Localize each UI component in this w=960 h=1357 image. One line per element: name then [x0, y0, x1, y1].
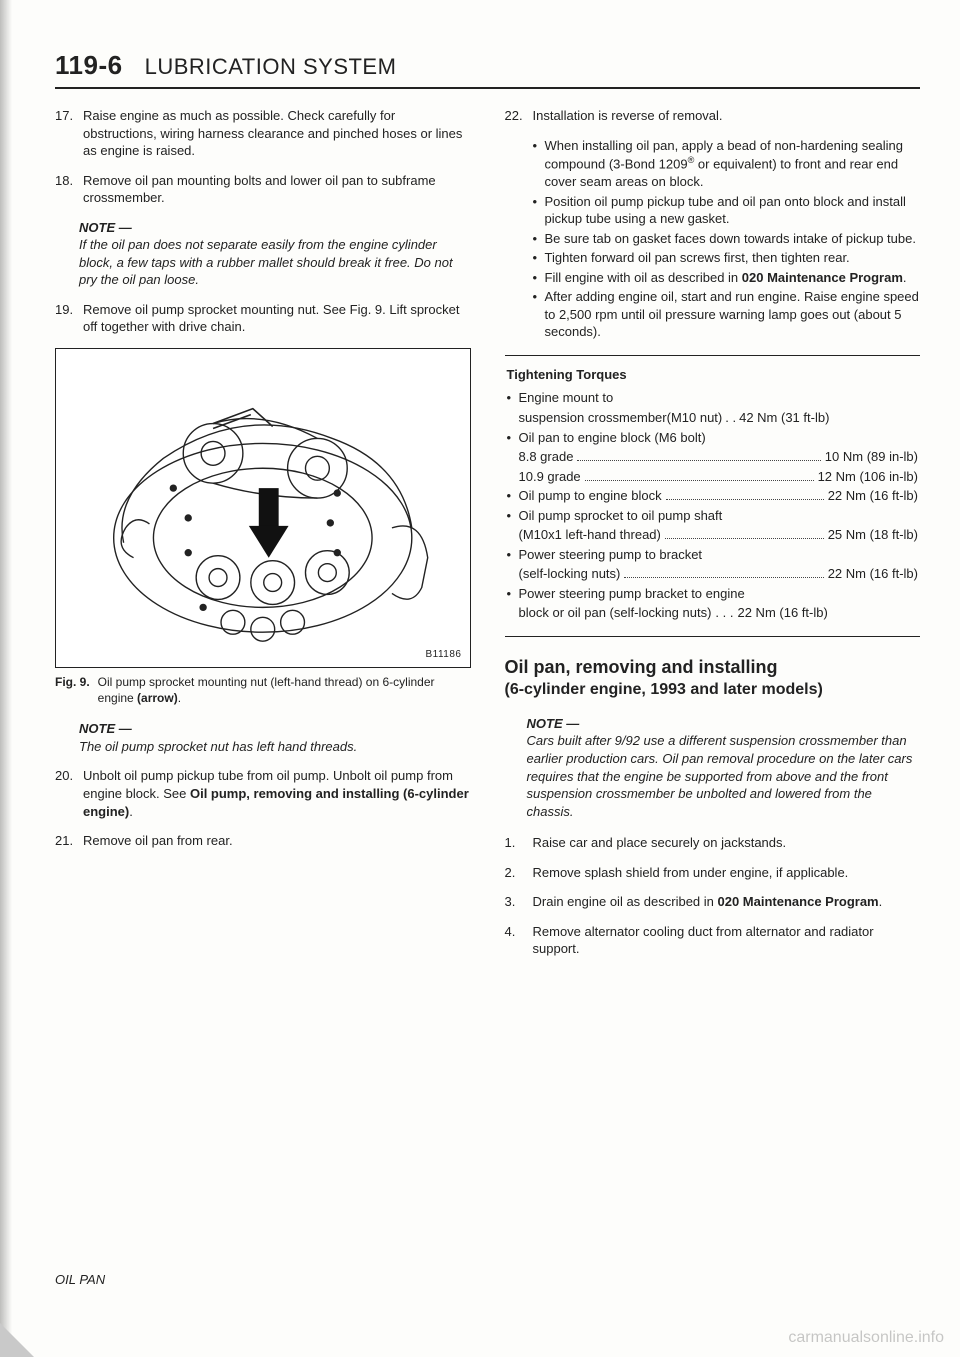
torque-value: 22 Nm (16 ft-lb) — [737, 604, 827, 622]
torque-sublabel: 8.8 grade — [519, 448, 574, 466]
step-17: 17. Raise engine as much as possible. Ch… — [55, 107, 471, 160]
step-number: 3. — [505, 893, 527, 911]
page-header: 119-6 LUBRICATION SYSTEM — [55, 50, 920, 89]
step-text: Remove oil pan mounting bolts and lower … — [83, 172, 471, 207]
step-2: 2. Remove splash shield from under engin… — [505, 864, 921, 882]
torque-subrow: block or oil pan (self-locking nuts) . .… — [507, 604, 919, 622]
torque-value: 42 Nm (31 ft-lb) — [739, 409, 829, 427]
torques-list: Engine mount to suspension crossmember(M… — [507, 389, 919, 622]
torque-sublabel: 10.9 grade — [519, 468, 581, 486]
step-22-bullets: When installing oil pan, apply a bead of… — [533, 137, 921, 341]
torque-value: 22 Nm (16 ft-lb) — [828, 487, 918, 505]
torque-sublabel: (M10x1 left-hand thread) — [519, 526, 661, 544]
step-1: 1. Raise car and place securely on jacks… — [505, 834, 921, 852]
note-body: The oil pump sprocket nut has left hand … — [79, 738, 471, 756]
step-text: Drain engine oil as described in 020 Mai… — [533, 893, 883, 911]
tightening-torques-block: Tightening Torques Engine mount to suspe… — [505, 355, 921, 637]
torque-value: 25 Nm (18 ft-lb) — [828, 526, 918, 544]
note-label: NOTE — — [79, 720, 471, 738]
torque-subrow: (M10x1 left-hand thread) 25 Nm (18 ft-lb… — [507, 526, 919, 544]
torque-label: Oil pump to engine block — [519, 487, 662, 505]
bullet-item: When installing oil pan, apply a bead of… — [533, 137, 921, 191]
step-text: Raise engine as much as possible. Check … — [83, 107, 471, 160]
section-heading: Oil pan, removing and installing (6-cyli… — [505, 655, 921, 701]
torque-sublabel: suspension crossmember(M10 nut) — [519, 409, 723, 427]
torque-item: Oil pump to engine block 22 Nm (16 ft-lb… — [507, 487, 919, 505]
step-19: 19. Remove oil pump sprocket mounting nu… — [55, 301, 471, 336]
torque-subrow: (self-locking nuts) 22 Nm (16 ft-lb) — [507, 565, 919, 583]
bullet-item: Tighten forward oil pan screws first, th… — [533, 249, 921, 267]
figure-9-caption: Fig. 9. Oil pump sprocket mounting nut (… — [55, 674, 471, 706]
chapter-title: LUBRICATION SYSTEM — [145, 54, 397, 80]
section-h1: Oil pan, removing and installing — [505, 655, 921, 679]
step-text: Installation is reverse of removal. — [533, 107, 723, 125]
step-text: Remove oil pump sprocket mounting nut. S… — [83, 301, 471, 336]
step-text: Remove oil pan from rear. — [83, 832, 233, 850]
figure-label: Fig. 9. — [55, 674, 90, 706]
note-block-2: NOTE — The oil pump sprocket nut has lef… — [79, 720, 471, 755]
step-number: 20. — [55, 767, 77, 820]
note-label: NOTE — — [527, 715, 921, 733]
torque-sublabel: block or oil pan (self-locking nuts) — [519, 604, 712, 622]
step-4: 4. Remove alternator cooling duct from a… — [505, 923, 921, 958]
step-number: 17. — [55, 107, 77, 160]
torque-value: 10 Nm (89 in-lb) — [825, 448, 918, 466]
left-column: 17. Raise engine as much as possible. Ch… — [55, 107, 471, 970]
note-body: Cars built after 9/92 use a different su… — [527, 732, 921, 820]
figure-caption-bold: (arrow) — [137, 691, 178, 705]
step-text: Unbolt oil pump pickup tube from oil pum… — [83, 767, 471, 820]
step-number: 22. — [505, 107, 527, 125]
note-body: If the oil pan does not separate easily … — [79, 236, 471, 289]
step-text: Raise car and place securely on jackstan… — [533, 834, 787, 852]
bullet-item: After adding engine oil, start and run e… — [533, 288, 921, 341]
torque-item: Power steering pump to bracket — [507, 546, 919, 564]
note-label: NOTE — — [79, 219, 471, 237]
torque-value: 12 Nm (106 in-lb) — [818, 468, 918, 486]
torque-item: Engine mount to — [507, 389, 919, 407]
torque-subrow: suspension crossmember(M10 nut) . . 42 N… — [507, 409, 919, 427]
step-number: 21. — [55, 832, 77, 850]
torque-item: Power steering pump bracket to engine — [507, 585, 919, 603]
step-number: 4. — [505, 923, 527, 958]
figure-id: B11186 — [426, 648, 462, 662]
note-block-3: NOTE — Cars built after 9/92 use a diffe… — [527, 715, 921, 820]
torque-item: Oil pump sprocket to oil pump shaft — [507, 507, 919, 525]
torques-title: Tightening Torques — [507, 366, 919, 384]
right-column: 22. Installation is reverse of removal. … — [505, 107, 921, 970]
bullet-item: Fill engine with oil as described in 020… — [533, 269, 921, 287]
footer-label: OIL PAN — [55, 1272, 105, 1287]
step-number: 18. — [55, 172, 77, 207]
step-text: Remove splash shield from under engine, … — [533, 864, 849, 882]
torque-subrow: 10.9 grade 12 Nm (106 in-lb) — [507, 468, 919, 486]
step-number: 1. — [505, 834, 527, 852]
figure-9-box: B11186 — [55, 348, 471, 668]
torque-sublabel: (self-locking nuts) — [519, 565, 621, 583]
step-20: 20. Unbolt oil pump pickup tube from oil… — [55, 767, 471, 820]
figure-caption-post: . — [178, 691, 181, 705]
step-number: 19. — [55, 301, 77, 336]
step-22: 22. Installation is reverse of removal. — [505, 107, 921, 125]
page-number: 119-6 — [55, 50, 123, 81]
step-21: 21. Remove oil pan from rear. — [55, 832, 471, 850]
bullet-item: Be sure tab on gasket faces down towards… — [533, 230, 921, 248]
page-corner-curl — [0, 1323, 34, 1357]
scan-shadow — [0, 0, 12, 1357]
two-column-layout: 17. Raise engine as much as possible. Ch… — [55, 107, 920, 970]
step-number: 2. — [505, 864, 527, 882]
figure-caption-text: Oil pump sprocket mounting nut (left-han… — [98, 674, 471, 706]
step-text: Remove alternator cooling duct from alte… — [533, 923, 921, 958]
torque-subrow: 8.8 grade 10 Nm (89 in-lb) — [507, 448, 919, 466]
step-18: 18. Remove oil pan mounting bolts and lo… — [55, 172, 471, 207]
section-h2: (6-cylinder engine, 1993 and later model… — [505, 679, 921, 701]
torque-value: 22 Nm (16 ft-lb) — [828, 565, 918, 583]
step-3: 3. Drain engine oil as described in 020 … — [505, 893, 921, 911]
page: 119-6 LUBRICATION SYSTEM 17. Raise engin… — [0, 0, 960, 1357]
content-area: 119-6 LUBRICATION SYSTEM 17. Raise engin… — [0, 0, 960, 1010]
figure-9-svg — [56, 349, 470, 667]
bullet-item: Position oil pump pickup tube and oil pa… — [533, 193, 921, 228]
torque-item: Oil pan to engine block (M6 bolt) — [507, 429, 919, 447]
watermark-text: carmanualsonline.info — [788, 1329, 944, 1347]
note-block-1: NOTE — If the oil pan does not separate … — [79, 219, 471, 289]
